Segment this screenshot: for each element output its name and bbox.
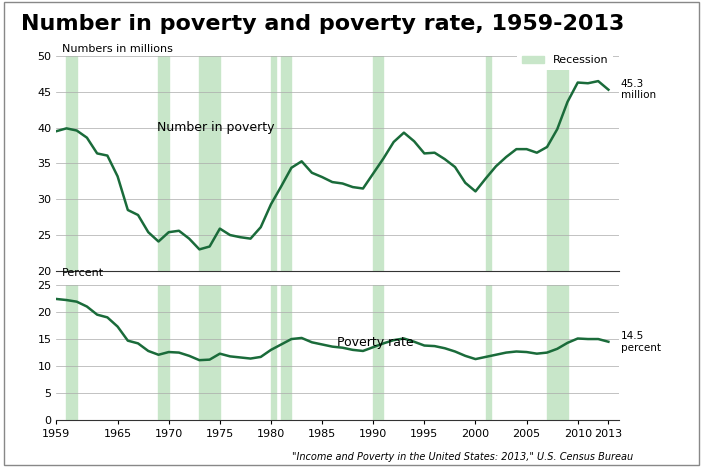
Bar — [271, 285, 276, 420]
Bar — [486, 56, 491, 271]
Text: Poverty rate: Poverty rate — [337, 336, 414, 349]
Text: 45.3
million: 45.3 million — [621, 79, 656, 100]
Bar — [67, 56, 77, 271]
Bar — [373, 285, 383, 420]
Text: Number in poverty: Number in poverty — [157, 121, 275, 134]
Text: Percent: Percent — [62, 268, 104, 278]
Bar — [281, 285, 292, 420]
Bar — [67, 285, 77, 420]
Bar — [547, 285, 567, 420]
Legend: Recession: Recession — [517, 51, 613, 70]
Bar — [271, 56, 276, 271]
Bar — [486, 285, 491, 420]
Bar — [158, 285, 169, 420]
Bar — [281, 56, 292, 271]
Text: Number in poverty and poverty rate, 1959-2013: Number in poverty and poverty rate, 1959… — [21, 14, 624, 34]
Text: 14.5
percent: 14.5 percent — [621, 331, 661, 353]
Text: "Income and Poverty in the United States: 2013," U.S. Census Bureau: "Income and Poverty in the United States… — [292, 453, 633, 462]
Bar — [158, 56, 169, 271]
Bar — [547, 56, 567, 271]
Bar — [200, 56, 220, 271]
Text: Numbers in millions: Numbers in millions — [62, 44, 173, 54]
Bar — [200, 285, 220, 420]
Bar — [373, 56, 383, 271]
